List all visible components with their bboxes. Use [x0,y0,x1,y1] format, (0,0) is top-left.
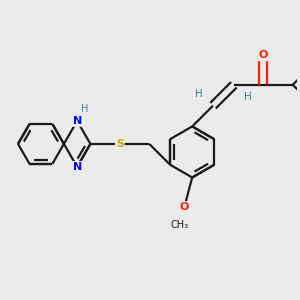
Text: O: O [180,202,189,212]
Text: CH₃: CH₃ [170,220,188,230]
Text: S: S [116,139,124,149]
Text: N: N [73,116,82,126]
Text: H: H [244,92,251,102]
Text: O: O [259,50,268,60]
Text: H: H [195,89,203,99]
Text: N: N [73,162,82,172]
Text: H: H [81,104,89,114]
